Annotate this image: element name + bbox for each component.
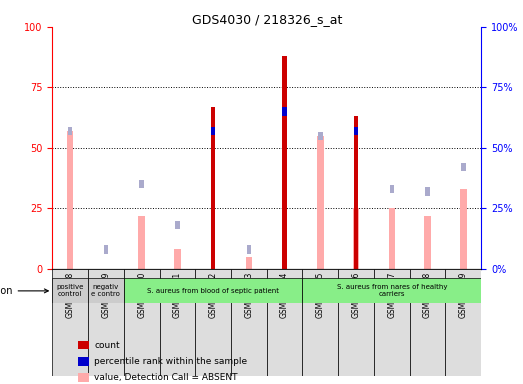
Text: positive
control: positive control: [56, 285, 84, 297]
Bar: [353, 209, 359, 269]
Bar: [389, 209, 395, 269]
Text: GSM345274: GSM345274: [280, 272, 289, 318]
Text: GSM345271: GSM345271: [173, 272, 182, 318]
Bar: [52, 278, 88, 303]
Bar: [354, 116, 358, 269]
Text: negativ
e contro: negativ e contro: [92, 285, 120, 297]
Bar: [68, 127, 72, 135]
Bar: [410, 269, 446, 376]
Bar: [390, 185, 394, 193]
Bar: [88, 269, 124, 376]
Text: GSM345279: GSM345279: [459, 272, 468, 318]
Bar: [282, 107, 287, 116]
Bar: [354, 127, 358, 135]
Bar: [140, 180, 144, 189]
Bar: [52, 269, 88, 376]
Bar: [139, 215, 145, 269]
Bar: [104, 245, 108, 254]
Text: value, Detection Call = ABSENT: value, Detection Call = ABSENT: [94, 373, 237, 382]
Bar: [317, 136, 324, 269]
Bar: [160, 269, 195, 376]
Bar: [195, 269, 231, 376]
Bar: [124, 269, 160, 376]
Title: GDS4030 / 218326_s_at: GDS4030 / 218326_s_at: [191, 13, 342, 26]
Text: S. aureus from nares of healthy
carriers: S. aureus from nares of healthy carriers: [337, 285, 447, 297]
Text: GSM345269: GSM345269: [101, 272, 110, 318]
Bar: [267, 269, 302, 376]
Text: GSM345275: GSM345275: [316, 272, 325, 318]
Bar: [282, 56, 287, 269]
Bar: [246, 257, 252, 269]
Text: GSM345278: GSM345278: [423, 272, 432, 318]
Bar: [175, 221, 179, 230]
Bar: [302, 278, 481, 303]
Text: GSM345272: GSM345272: [209, 272, 218, 318]
Text: infection: infection: [0, 286, 48, 296]
Bar: [460, 189, 467, 269]
Bar: [88, 278, 124, 303]
Text: count: count: [94, 341, 120, 350]
Bar: [424, 215, 431, 269]
Bar: [211, 127, 215, 135]
Bar: [67, 131, 73, 269]
Text: GSM345273: GSM345273: [244, 272, 253, 318]
Text: GSM345276: GSM345276: [351, 272, 360, 318]
Text: GSM345277: GSM345277: [388, 272, 396, 318]
Bar: [374, 269, 410, 376]
Bar: [211, 107, 215, 269]
Bar: [231, 269, 267, 376]
Bar: [338, 269, 374, 376]
Text: S. aureus from blood of septic patient: S. aureus from blood of septic patient: [147, 288, 279, 294]
Bar: [174, 250, 180, 269]
Bar: [461, 163, 465, 171]
Bar: [318, 131, 323, 140]
Bar: [302, 269, 338, 376]
Bar: [425, 187, 430, 195]
Text: percentile rank within the sample: percentile rank within the sample: [94, 357, 247, 366]
Bar: [446, 269, 481, 376]
Text: GSM345268: GSM345268: [66, 272, 75, 318]
Text: GSM345270: GSM345270: [137, 272, 146, 318]
Bar: [124, 278, 302, 303]
Bar: [247, 245, 251, 254]
